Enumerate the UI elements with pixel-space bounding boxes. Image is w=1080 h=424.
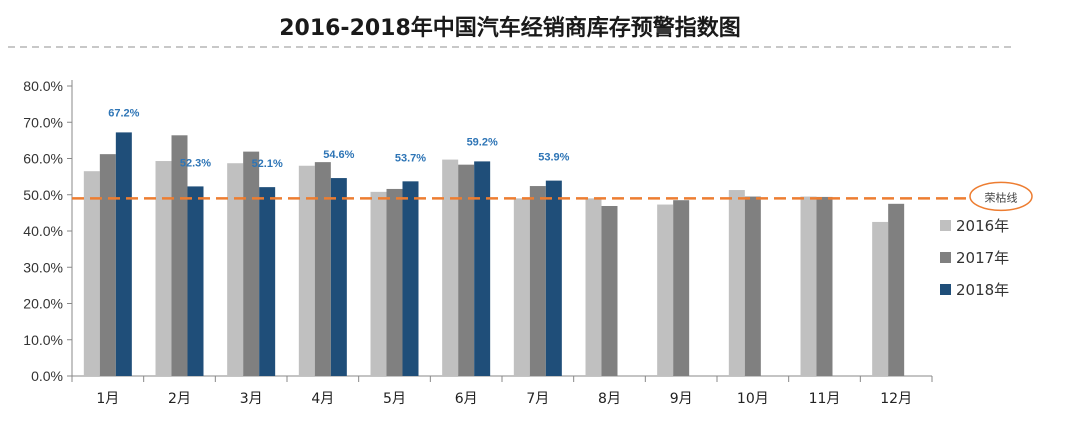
chart-title: 2016-2018年中国汽车经销商库存预警指数图 (279, 16, 741, 41)
x-tick-label: 9月 (670, 391, 693, 407)
y-tick-label: 30.0% (23, 259, 63, 275)
x-tick-label: 11月 (809, 391, 841, 407)
bar-2016年-1月 (83, 171, 100, 376)
bar-2016年-11月 (800, 196, 817, 376)
bar-2018年-7月 (545, 180, 562, 376)
x-tick-label: 4月 (311, 391, 334, 407)
x-tick-label: 6月 (455, 391, 478, 407)
x-tick-label: 12月 (880, 391, 912, 407)
bar-2018年-5月 (402, 181, 419, 376)
bar-2016年-8月 (585, 198, 602, 376)
y-tick-label: 10.0% (23, 332, 63, 348)
data-label: 67.2% (108, 107, 139, 119)
data-label: 52.1% (252, 158, 283, 170)
x-tick-label: 2月 (168, 391, 191, 407)
bar-2017年-10月 (744, 196, 761, 376)
x-tick-label: 5月 (383, 391, 406, 407)
bar-2017年-4月 (314, 162, 331, 376)
bar-2016年-7月 (513, 198, 530, 376)
bar-2017年-2月 (171, 135, 188, 376)
bar-2016年-4月 (298, 165, 315, 376)
reference-line-badge (969, 181, 1033, 212)
y-tick-label: 60.0% (23, 151, 63, 167)
bar-2016年-10月 (728, 190, 745, 376)
bar-2016年-6月 (442, 159, 459, 376)
bar-2017年-12月 (888, 203, 905, 376)
bar-2017年-11月 (816, 196, 833, 376)
bar-2016年-12月 (872, 221, 889, 376)
x-tick-label: 10月 (737, 391, 769, 407)
bar-2018年-3月 (259, 187, 276, 376)
data-label: 59.2% (467, 136, 498, 148)
legend-swatch-2018年 (940, 284, 951, 295)
bar-2017年-8月 (601, 205, 618, 376)
legend-label-2016年: 2016年 (956, 217, 1009, 235)
legend-label-2018年: 2018年 (956, 281, 1009, 299)
bar-2017年-1月 (99, 154, 116, 376)
bar-2018年-2月 (187, 186, 204, 376)
y-tick-label: 0.0% (31, 368, 63, 384)
x-tick-label: 3月 (240, 391, 263, 407)
bar-2017年-6月 (458, 164, 475, 376)
bar-2017年-5月 (386, 188, 403, 376)
bar-2016年-3月 (227, 163, 244, 376)
legend-swatch-2016年 (940, 220, 951, 231)
x-tick-label: 1月 (96, 391, 119, 407)
bar-2018年-6月 (474, 161, 491, 376)
bar-2017年-7月 (529, 186, 546, 376)
y-tick-label: 80.0% (23, 78, 63, 94)
bar-2016年-9月 (657, 204, 674, 376)
data-label: 54.6% (323, 149, 354, 161)
legend-swatch-2017年 (940, 252, 951, 263)
bar-2016年-5月 (370, 191, 387, 376)
legend-label-2017年: 2017年 (956, 249, 1009, 267)
bar-2017年-9月 (673, 200, 690, 376)
x-tick-label: 8月 (598, 391, 621, 407)
y-tick-label: 50.0% (23, 187, 63, 203)
data-label: 53.9% (538, 152, 569, 164)
bar-2018年-4月 (330, 178, 347, 376)
bar-2018年-1月 (115, 132, 132, 376)
y-tick-label: 70.0% (23, 114, 63, 130)
data-label: 52.3% (180, 157, 211, 169)
x-tick-label: 7月 (526, 391, 549, 407)
y-tick-label: 20.0% (23, 296, 63, 312)
reference-line-label: 荣枯线 (985, 190, 1018, 204)
bar-2016年-2月 (155, 161, 172, 376)
bar-2017年-3月 (243, 151, 260, 376)
data-label: 53.7% (395, 152, 426, 164)
y-tick-label: 40.0% (23, 223, 63, 239)
